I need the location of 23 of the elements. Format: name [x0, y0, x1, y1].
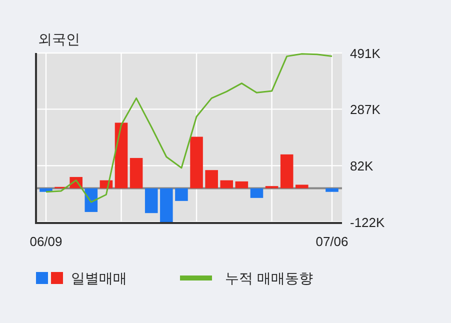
legend-label: 누적 매매동향	[225, 270, 313, 286]
bar	[160, 188, 173, 222]
bar	[250, 188, 264, 198]
bar	[235, 181, 248, 188]
line-series	[45, 53, 333, 203]
bar	[114, 122, 128, 188]
y-tick-label: -122K	[350, 214, 386, 230]
bar	[130, 158, 143, 188]
bar	[175, 188, 188, 201]
bar	[280, 154, 294, 188]
y-tick-label: 287K	[350, 102, 381, 118]
x-tick-label: 06/09	[30, 234, 62, 249]
bar	[144, 188, 158, 214]
bar	[190, 136, 203, 188]
bar	[295, 184, 308, 188]
bar	[220, 180, 234, 188]
y-tick-label: 82K	[350, 158, 374, 174]
chart-title: 외국인	[38, 31, 80, 47]
y-tick-label: 491K	[350, 46, 381, 61]
x-tick-label: 07/06	[316, 234, 348, 249]
bar	[326, 188, 338, 192]
bar	[205, 170, 218, 188]
legend-label: 일별매매	[71, 270, 127, 286]
